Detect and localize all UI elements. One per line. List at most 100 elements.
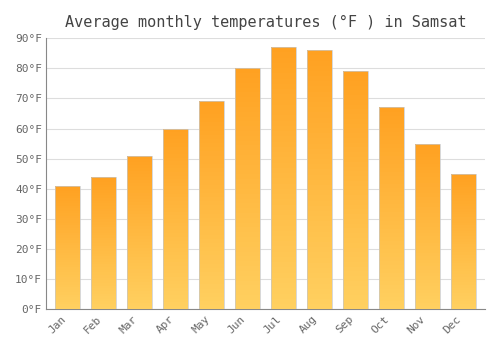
Bar bbox=[307, 247, 332, 252]
Bar bbox=[451, 252, 476, 255]
Bar bbox=[343, 105, 368, 110]
Bar bbox=[55, 235, 80, 238]
Bar bbox=[451, 217, 476, 220]
Bar bbox=[127, 294, 152, 297]
Bar bbox=[199, 197, 224, 201]
Bar bbox=[127, 288, 152, 291]
Bar bbox=[127, 208, 152, 211]
Bar bbox=[163, 147, 188, 150]
Bar bbox=[91, 198, 116, 201]
Bar bbox=[451, 174, 476, 176]
Bar bbox=[343, 247, 368, 252]
Bar bbox=[235, 194, 260, 198]
Bar bbox=[343, 71, 368, 76]
Bar bbox=[163, 266, 188, 270]
Bar bbox=[307, 107, 332, 112]
Bar bbox=[415, 170, 440, 174]
Bar bbox=[163, 302, 188, 306]
Bar bbox=[451, 255, 476, 258]
Bar bbox=[415, 273, 440, 276]
Bar bbox=[235, 295, 260, 300]
Bar bbox=[343, 300, 368, 305]
Bar bbox=[91, 217, 116, 219]
Bar bbox=[199, 234, 224, 239]
Bar bbox=[271, 47, 296, 52]
Bar bbox=[415, 150, 440, 154]
Bar bbox=[271, 147, 296, 152]
Bar bbox=[91, 251, 116, 254]
Bar bbox=[451, 231, 476, 233]
Bar bbox=[415, 303, 440, 306]
Bar bbox=[343, 100, 368, 105]
Bar bbox=[199, 218, 224, 222]
Bar bbox=[343, 281, 368, 286]
Bar bbox=[307, 118, 332, 123]
Bar bbox=[199, 272, 224, 276]
Bar bbox=[307, 289, 332, 294]
Bar bbox=[235, 102, 260, 107]
Bar bbox=[199, 122, 224, 126]
Bar bbox=[415, 289, 440, 293]
Bar bbox=[55, 300, 80, 302]
Bar bbox=[91, 307, 116, 309]
Bar bbox=[163, 248, 188, 252]
Bar bbox=[271, 136, 296, 142]
Bar bbox=[163, 226, 188, 230]
Bar bbox=[343, 214, 368, 219]
Bar bbox=[271, 252, 296, 257]
Bar bbox=[127, 251, 152, 254]
Bar bbox=[55, 186, 80, 309]
Bar bbox=[379, 128, 404, 132]
Bar bbox=[127, 303, 152, 306]
Bar bbox=[199, 143, 224, 147]
Bar bbox=[127, 254, 152, 257]
Bar bbox=[379, 107, 404, 309]
Bar bbox=[379, 152, 404, 156]
Bar bbox=[235, 83, 260, 88]
Bar bbox=[343, 290, 368, 295]
Bar bbox=[271, 100, 296, 105]
Bar bbox=[415, 210, 440, 213]
Bar bbox=[127, 202, 152, 205]
Bar bbox=[199, 176, 224, 181]
Bar bbox=[55, 258, 80, 260]
Bar bbox=[271, 225, 296, 231]
Bar bbox=[91, 232, 116, 235]
Bar bbox=[379, 120, 404, 124]
Bar bbox=[271, 299, 296, 304]
Bar bbox=[343, 157, 368, 162]
Bar bbox=[235, 257, 260, 261]
Bar bbox=[451, 301, 476, 304]
Bar bbox=[379, 249, 404, 253]
Bar bbox=[163, 150, 188, 154]
Bar bbox=[307, 232, 332, 237]
Bar bbox=[199, 251, 224, 256]
Bar bbox=[343, 195, 368, 200]
Bar bbox=[199, 256, 224, 259]
Bar bbox=[235, 92, 260, 97]
Bar bbox=[235, 304, 260, 309]
Bar bbox=[379, 273, 404, 277]
Bar bbox=[379, 233, 404, 237]
Bar bbox=[343, 286, 368, 290]
Bar bbox=[379, 168, 404, 172]
Bar bbox=[235, 247, 260, 252]
Bar bbox=[91, 240, 116, 243]
Bar bbox=[235, 179, 260, 184]
Bar bbox=[415, 147, 440, 150]
Bar bbox=[307, 268, 332, 273]
Bar bbox=[307, 221, 332, 226]
Bar bbox=[199, 126, 224, 131]
Bar bbox=[91, 296, 116, 299]
Bar bbox=[379, 257, 404, 261]
Bar bbox=[55, 282, 80, 285]
Bar bbox=[271, 110, 296, 116]
Bar bbox=[55, 240, 80, 243]
Bar bbox=[199, 297, 224, 301]
Bar bbox=[307, 175, 332, 180]
Bar bbox=[451, 225, 476, 228]
Bar bbox=[415, 260, 440, 263]
Bar bbox=[307, 86, 332, 92]
Bar bbox=[343, 171, 368, 176]
Bar bbox=[307, 263, 332, 268]
